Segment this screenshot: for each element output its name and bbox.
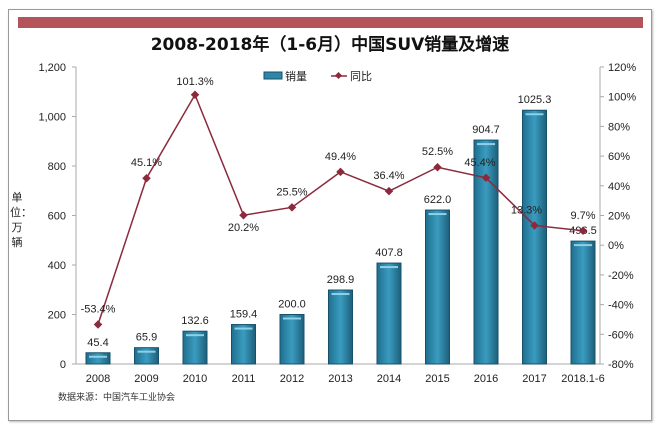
- y2-tick-label: 40%: [608, 181, 630, 193]
- y2-tick-label: 0%: [608, 240, 624, 252]
- growth-point-2016: [481, 173, 491, 183]
- legend-bar-swatch: [263, 71, 283, 80]
- y2-tick-label: 60%: [608, 151, 630, 163]
- bar-highlight: [525, 113, 544, 116]
- growth-label-2017: 13.3%: [511, 204, 542, 216]
- y2-tick-label: -60%: [608, 329, 634, 341]
- growth-point-2010: [190, 90, 200, 100]
- growth-label-2011: 20.2%: [228, 222, 259, 234]
- bar-label-2011: 159.4: [230, 309, 258, 321]
- source-note: 数据来源：中国汽车工业协会: [58, 393, 176, 403]
- bar-label-2012: 200.0: [278, 299, 306, 311]
- bar-2009: [134, 347, 159, 365]
- bar-label-2014: 407.8: [375, 247, 403, 259]
- y2-tick-label: 120%: [608, 62, 636, 74]
- title-banner: [18, 17, 643, 28]
- growth-point-2008: [93, 320, 103, 329]
- bar-highlight: [137, 350, 156, 353]
- y-tick-label: 1,200: [38, 62, 66, 74]
- growth-label-2009: 45.1%: [131, 157, 162, 169]
- bar-highlight: [574, 244, 592, 247]
- growth-point-2014: [384, 186, 394, 196]
- y2-tick-label: -20%: [608, 270, 634, 282]
- bar-highlight: [331, 293, 350, 296]
- growth-label-2018.1-6: 9.7%: [570, 210, 595, 222]
- y2-tick-label: 100%: [608, 92, 636, 104]
- bar-2008: [85, 352, 111, 365]
- bar-highlight: [186, 334, 204, 337]
- x-tick-label: 2012: [280, 373, 304, 385]
- y2-tick-label: 80%: [608, 121, 630, 133]
- growth-label-2014: 36.4%: [373, 170, 404, 182]
- bar-2013: [328, 289, 353, 365]
- legend-line-label: 同比: [350, 70, 372, 83]
- growth-point-2015: [433, 162, 442, 172]
- x-tick-label: 2018.1-6: [561, 373, 604, 385]
- bar-2011: [231, 324, 256, 365]
- bar-2017: [522, 109, 547, 365]
- y-tick-label: 600: [48, 211, 66, 223]
- bar-label-2010: 132.6: [181, 315, 209, 327]
- x-tick-label: 2010: [183, 373, 207, 385]
- bar-highlight: [283, 317, 301, 320]
- y-tick-label: 0: [60, 359, 66, 371]
- bar-highlight: [89, 355, 107, 358]
- x-tick-label: 2013: [328, 373, 352, 385]
- y-tick-label: 1,000: [38, 112, 66, 124]
- growth-point-2011: [239, 210, 248, 220]
- bar-highlight: [477, 143, 495, 146]
- bar-label-2008: 45.4: [87, 337, 108, 349]
- growth-point-2013: [336, 167, 345, 177]
- x-tick-label: 2009: [134, 373, 158, 385]
- bar-label-2013: 298.9: [327, 274, 355, 286]
- growth-label-2012: 25.5%: [276, 186, 307, 198]
- bar-label-2015: 622.0: [424, 194, 452, 206]
- y2-tick-label: -80%: [608, 359, 634, 371]
- bar-label-2017: 1025.3: [518, 94, 552, 106]
- legend-bar-label: 销量: [285, 69, 307, 83]
- y-tick-label: 200: [48, 310, 66, 322]
- growth-label-2013: 49.4%: [325, 151, 356, 163]
- chart-title: 2008-2018年（1-6月）中国SUV销量及增速: [150, 35, 510, 55]
- growth-label-2016: 45.4%: [464, 157, 495, 169]
- x-tick-label: 2017: [522, 373, 546, 385]
- x-tick-label: 2011: [232, 373, 256, 385]
- bar-label-2016: 904.7: [472, 124, 500, 136]
- y-tick-label: 800: [48, 161, 66, 173]
- growth-label-2008: -53.4%: [81, 303, 116, 315]
- bar-2014: [376, 262, 402, 365]
- bar-highlight: [234, 327, 253, 330]
- x-tick-label: 2015: [425, 373, 449, 385]
- x-tick-label: 2008: [86, 373, 110, 385]
- x-tick-label: 2014: [377, 373, 401, 385]
- bar-highlight: [380, 266, 398, 269]
- bar-label-2009: 65.9: [136, 332, 157, 344]
- growth-label-2010: 101.3%: [176, 76, 214, 88]
- y2-tick-label: -40%: [608, 300, 634, 312]
- y-tick-label: 400: [48, 260, 66, 272]
- growth-point-2009: [142, 173, 151, 183]
- bar-2010: [182, 330, 208, 365]
- growth-point-2012: [287, 203, 297, 212]
- bar-2018.1-6: [570, 240, 596, 365]
- x-tick-label: 2016: [474, 373, 498, 385]
- growth-label-2015: 52.5%: [422, 146, 453, 158]
- bar-2012: [279, 314, 305, 365]
- bar-highlight: [428, 213, 447, 216]
- y2-tick-label: 20%: [608, 211, 630, 223]
- bar-2015: [425, 209, 450, 365]
- legend-line-marker: [334, 71, 343, 80]
